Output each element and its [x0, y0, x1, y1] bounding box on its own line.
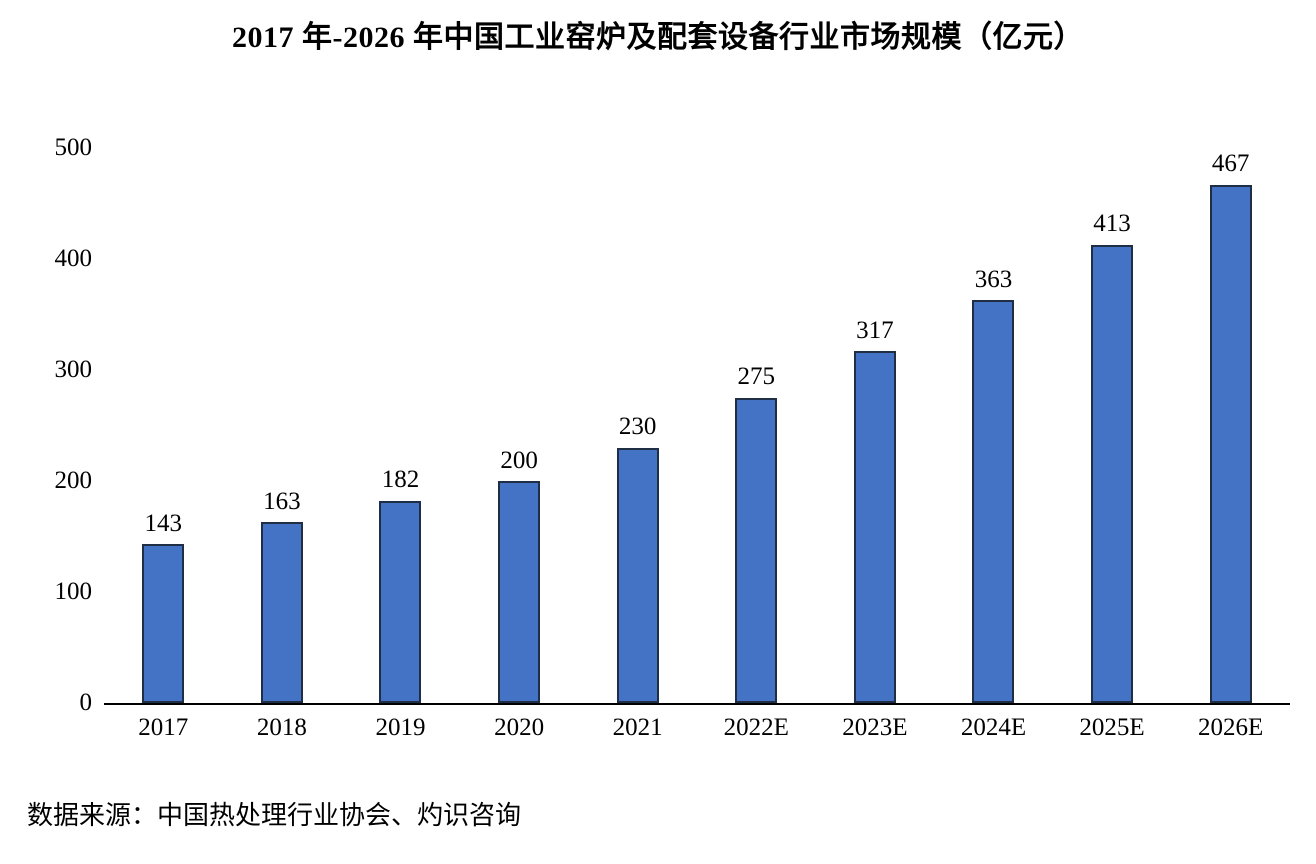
- bar: [260, 522, 303, 703]
- bar-value-label: 363: [974, 265, 1013, 293]
- bar: [735, 397, 778, 703]
- x-axis-label: 2019: [375, 714, 426, 741]
- y-axis: 0 100 200 300 400 500: [0, 0, 93, 864]
- bar-column: 467: [1171, 148, 1290, 703]
- bar-column: 200: [460, 148, 579, 703]
- y-tick-label: 200: [54, 467, 93, 494]
- bar-value-label: 182: [381, 466, 420, 494]
- y-tick-label: 100: [54, 578, 93, 605]
- bar-column: 317: [816, 148, 935, 703]
- chart-title: 2017 年-2026 年中国工业窑炉及配套设备行业市场规模（亿元）: [232, 21, 1084, 54]
- bar: [142, 544, 185, 703]
- bar: [1091, 244, 1134, 703]
- x-axis-label: 2018: [256, 714, 307, 741]
- y-tick-label: 400: [54, 245, 93, 272]
- bar-value-label: 163: [263, 487, 301, 515]
- bar-column: 275: [697, 148, 816, 703]
- bar-value-label: 230: [618, 413, 657, 441]
- x-axis-label: 2017: [138, 714, 189, 741]
- bar: [972, 300, 1015, 703]
- y-tick-label: 0: [79, 689, 93, 716]
- bar-value-label: 317: [856, 316, 894, 344]
- y-tick-label: 300: [54, 356, 93, 383]
- plot-area: 143 163 182 200 230 275 317 363 413 467: [104, 148, 1290, 705]
- bar: [616, 447, 659, 703]
- data-source-note: 数据来源：中国热处理行业协会、灼识咨询: [27, 801, 522, 830]
- bar-value-label: 200: [500, 446, 538, 474]
- bar-value-label: 143: [144, 509, 183, 537]
- x-axis-label: 2026E: [1198, 714, 1264, 741]
- x-axis-label: 2022E: [723, 714, 789, 741]
- x-axis-label: 2023E: [842, 714, 908, 741]
- bar-value-label: 275: [737, 363, 776, 391]
- bar-column: 413: [1053, 148, 1172, 703]
- x-axis-label: 2020: [494, 714, 545, 741]
- x-axis-label: 2021: [612, 714, 663, 741]
- bar-column: 182: [341, 148, 460, 703]
- x-axis-label: 2024E: [960, 714, 1027, 741]
- x-axis: 2017 2018 2019 2020 2021 2022E 2023E 2024E 2025E…: [104, 712, 1290, 744]
- bar: [1209, 184, 1252, 703]
- bar-column: 163: [223, 148, 342, 703]
- bar: [853, 351, 896, 703]
- x-axis-label: 2025E: [1079, 714, 1145, 741]
- bar: [498, 481, 541, 703]
- bar: [379, 500, 422, 703]
- bar-column: 363: [934, 148, 1053, 703]
- y-tick-label: 500: [54, 134, 93, 161]
- bar-column: 230: [578, 148, 697, 703]
- bar-value-label: 467: [1211, 150, 1250, 178]
- bar-value-label: 413: [1093, 210, 1131, 238]
- bar-column: 143: [104, 148, 223, 703]
- bars-row: 143 163 182 200 230 275 317 363 413 467: [104, 148, 1290, 703]
